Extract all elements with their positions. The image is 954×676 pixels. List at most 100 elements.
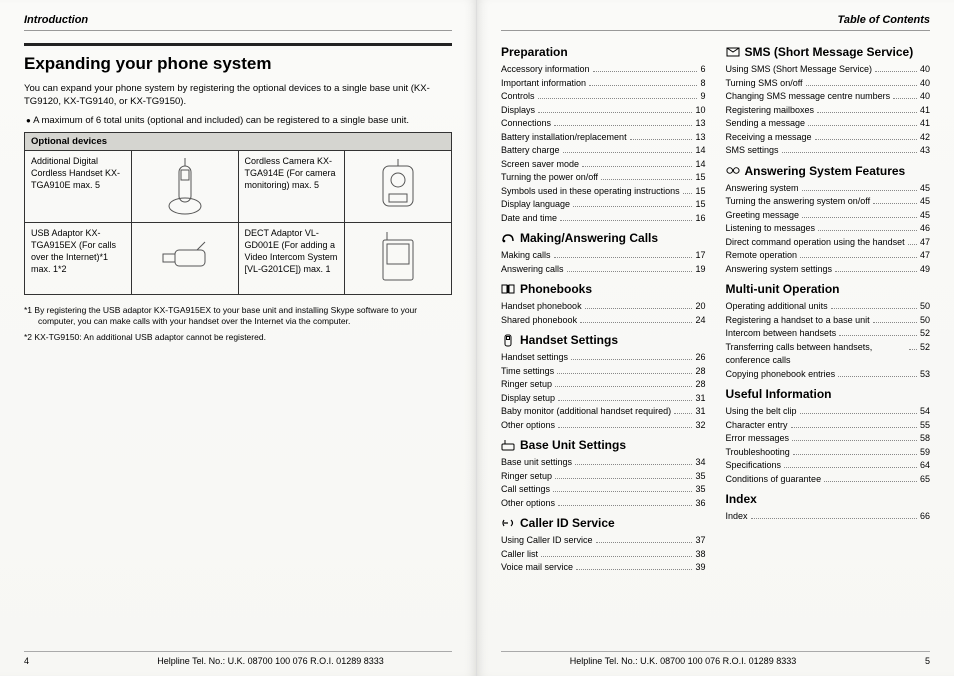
right-footer: Helpline Tel. No.: U.K. 08700 100 076 R.… — [501, 651, 930, 666]
toc-entry: Battery installation/replacement 13 — [501, 131, 706, 145]
toc-entry: Ringer setup28 — [501, 378, 706, 392]
toc-entry-page: 16 — [695, 212, 705, 226]
toc-dots — [576, 569, 692, 570]
toc-dots — [800, 413, 917, 414]
toc-entry-page: 28 — [695, 365, 705, 379]
toc-dots — [817, 112, 917, 113]
handset-icon — [501, 335, 515, 345]
tape-icon — [726, 166, 740, 176]
toc-dots — [555, 386, 692, 387]
toc-entry: Date and time16 — [501, 212, 706, 226]
toc-entry-page: 14 — [695, 144, 705, 158]
toc-entry-page: 34 — [695, 456, 705, 470]
toc-entry: Listening to messages46 — [726, 222, 931, 236]
device-dect-text: DECT Adaptor VL-GD001E (For adding a Vid… — [245, 227, 339, 276]
toc-entry-label: Specifications — [726, 459, 782, 473]
page-number-right: 5 — [925, 656, 930, 666]
toc-entry: Ringer setup35 — [501, 470, 706, 484]
toc-entry: Intercom between handsets52 — [726, 327, 931, 341]
toc-entry-label: Troubleshooting — [726, 446, 790, 460]
toc-entry-page: 32 — [695, 419, 705, 433]
toc-dots — [585, 308, 693, 309]
toc-entry-label: Base unit settings — [501, 456, 572, 470]
toc-entry: Time settings28 — [501, 365, 706, 379]
toc-entry-page: 15 — [695, 198, 705, 212]
toc-entry: Other options 32 — [501, 419, 706, 433]
toc-entry-page: 13 — [695, 131, 705, 145]
toc-entry-label: Caller list — [501, 548, 538, 562]
toc-entry-label: Turning SMS on/off — [726, 77, 803, 91]
toc-entry-label: Battery installation/replacement — [501, 131, 627, 145]
toc-dots — [839, 335, 917, 336]
footnote-2: *2 KX-TG9150: An additional USB adaptor … — [24, 332, 452, 344]
toc-heading-text: Preparation — [501, 45, 568, 59]
toc-column-2: SMS (Short Message Service)Using SMS (Sh… — [726, 39, 931, 575]
toc-entry-page: 31 — [695, 392, 705, 406]
toc-dots — [792, 440, 917, 441]
toc-entry: Specifications64 — [726, 459, 931, 473]
toc-dots — [553, 491, 692, 492]
toc-dots — [808, 125, 917, 126]
toc-entry: Greeting message45 — [726, 209, 931, 223]
toc-entry-label: Remote operation — [726, 249, 798, 263]
toc-entry-label: Error messages — [726, 432, 790, 446]
right-page: Table of Contents PreparationAccessory i… — [477, 0, 954, 676]
toc-section-heading: Handset Settings — [501, 333, 706, 347]
cid-icon — [501, 518, 515, 528]
toc-entry: Sending a message41 — [726, 117, 931, 131]
toc-entry-label: Accessory information — [501, 63, 590, 77]
toc-dots — [873, 203, 917, 204]
toc-entry-page: 41 — [920, 104, 930, 118]
toc-entry-page: 55 — [920, 419, 930, 433]
toc-dots — [815, 139, 917, 140]
device-usb-text: USB Adaptor KX-TGA915EX (For calls over … — [31, 227, 125, 276]
toc-entry-label: Voice mail service — [501, 561, 573, 575]
toc-entry: Remote operation47 — [726, 249, 931, 263]
mail-icon — [726, 47, 740, 57]
intro-text: You can expand your phone system by regi… — [24, 82, 452, 109]
toc-entry-label: Controls — [501, 90, 535, 104]
toc-entry: Handset settings26 — [501, 351, 706, 365]
toc-entry: Using the belt clip54 — [726, 405, 931, 419]
toc-entry-page: 58 — [920, 432, 930, 446]
toc-entry: Error messages 58 — [726, 432, 931, 446]
toc-entry-page: 13 — [695, 117, 705, 131]
toc-entry-page: 35 — [695, 470, 705, 484]
toc-entry: Making calls17 — [501, 249, 706, 263]
toc-dots — [824, 481, 917, 482]
toc-entry-page: 37 — [695, 534, 705, 548]
toc-entry-label: Answering system — [726, 182, 799, 196]
toc-entry: Conditions of guarantee65 — [726, 473, 931, 487]
table-of-contents: PreparationAccessory information6Importa… — [501, 39, 930, 575]
toc-entry: Copying phonebook entries53 — [726, 368, 931, 382]
max-units-note: A maximum of 6 total units (optional and… — [26, 115, 452, 126]
toc-dots — [573, 206, 692, 207]
toc-entry-page: 45 — [920, 209, 930, 223]
toc-section-heading: Base Unit Settings — [501, 438, 706, 452]
phone-icon — [501, 233, 515, 243]
toc-entry-page: 50 — [920, 300, 930, 314]
toc-entry-label: Other options — [501, 419, 555, 433]
toc-section-heading: Making/Answering Calls — [501, 231, 706, 245]
toc-entry: Base unit settings 34 — [501, 456, 706, 470]
toc-dots — [835, 271, 917, 272]
toc-entry: Answering calls19 — [501, 263, 706, 277]
toc-dots — [582, 166, 692, 167]
toc-entry: Accessory information6 — [501, 63, 706, 77]
toc-entry: Symbols used in these operating instruct… — [501, 185, 706, 199]
toc-entry-page: 28 — [695, 378, 705, 392]
toc-entry-label: Registering a handset to a base unit — [726, 314, 870, 328]
toc-dots — [554, 257, 693, 258]
toc-entry: Call settings35 — [501, 483, 706, 497]
toc-section-heading: Multi-unit Operation — [726, 282, 931, 296]
toc-entry-label: Baby monitor (additional handset require… — [501, 405, 671, 419]
toc-entry: Registering a handset to a base unit50 — [726, 314, 931, 328]
toc-section-heading: Answering System Features — [726, 164, 931, 178]
toc-dots — [596, 542, 693, 543]
toc-dots — [571, 359, 692, 360]
toc-entry-label: Using SMS (Short Message Service) — [726, 63, 873, 77]
toc-entry: Answering system settings49 — [726, 263, 931, 277]
toc-entry: Displays10 — [501, 104, 706, 118]
toc-entry: Troubleshooting59 — [726, 446, 931, 460]
toc-entry: Character entry55 — [726, 419, 931, 433]
